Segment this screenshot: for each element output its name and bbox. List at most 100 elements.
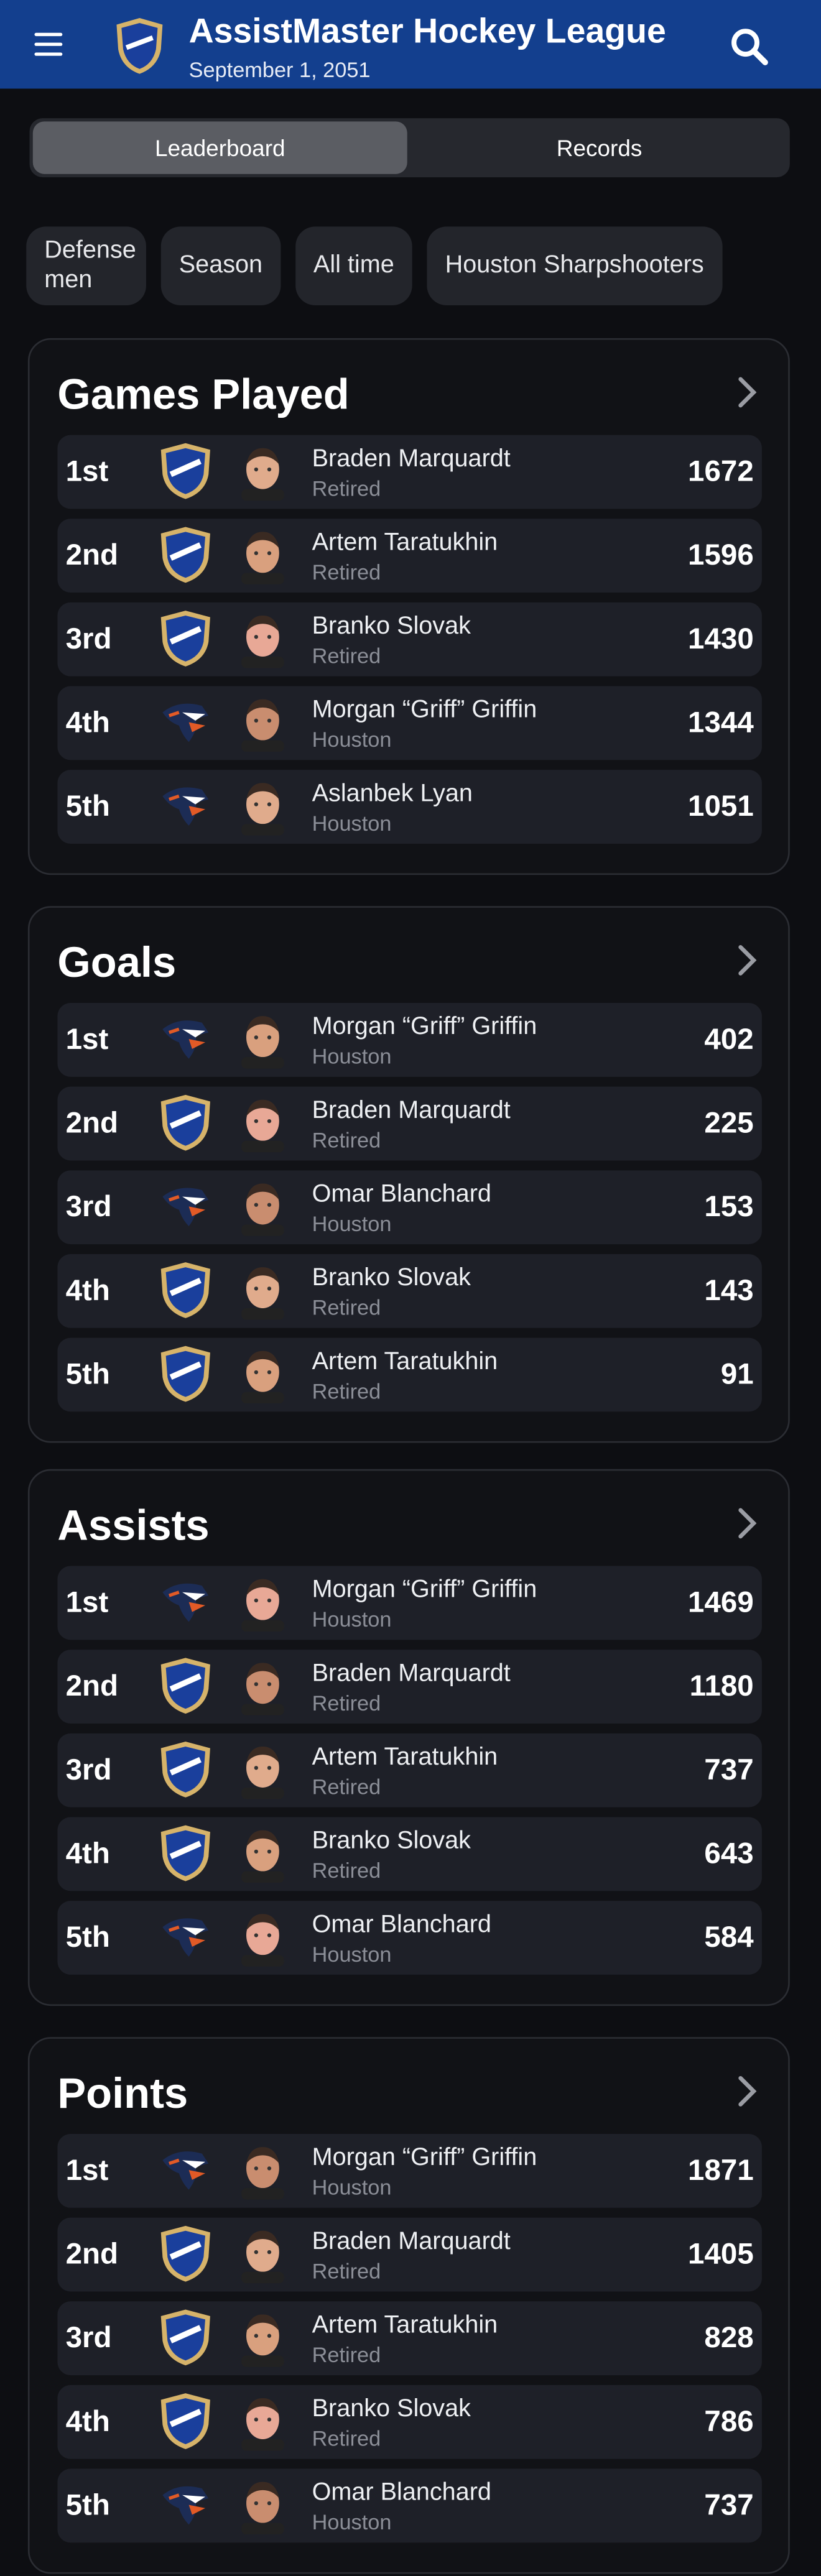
player-avatar — [236, 2227, 289, 2284]
player-team: Houston — [312, 727, 392, 752]
stat-value: 737 — [704, 2488, 754, 2522]
player-row[interactable]: 2nd Braden Marquardt Retired 225 — [57, 1086, 762, 1161]
team-logo — [156, 2475, 215, 2534]
player-name: Branko Slovak — [312, 1827, 471, 1855]
filter-chip[interactable]: All time — [295, 226, 412, 306]
player-row[interactable]: 5th Aslanbek Lyan Houston 1051 — [57, 770, 762, 844]
player-avatar — [236, 2144, 289, 2200]
player-name: Morgan “Griff” Griffin — [312, 1576, 537, 1604]
player-row[interactable]: 4th Branko Slovak Retired 786 — [57, 2384, 762, 2459]
player-row[interactable]: 1st Braden Marquardt Retired 1672 — [57, 435, 762, 509]
filter-bar: Defense men Season All time Houston Sharpsh… — [26, 226, 722, 306]
player-avatar — [236, 445, 289, 501]
chevron-button[interactable] — [736, 944, 759, 977]
player-team: Retired — [312, 2258, 381, 2284]
player-row[interactable]: 2nd Braden Marquardt Retired 1180 — [57, 1650, 762, 1724]
rank: 3rd — [65, 2320, 112, 2354]
player-row[interactable]: 3rd Artem Taratukhin Retired 828 — [57, 2301, 762, 2376]
app-date: September 1, 2051 — [188, 57, 371, 82]
player-name: Morgan “Griff” Griffin — [312, 696, 537, 724]
stat-value: 225 — [704, 1106, 754, 1140]
player-team: Houston — [312, 1942, 392, 1967]
stat-value: 1180 — [689, 1669, 754, 1702]
team-logo — [156, 1740, 215, 1799]
player-avatar — [236, 1576, 289, 1632]
chevron-button[interactable] — [736, 2075, 759, 2108]
team-logo — [156, 1908, 215, 1967]
team-logo — [156, 609, 215, 668]
player-avatar — [236, 1347, 289, 1404]
stat-value: 402 — [704, 1022, 754, 1056]
stat-value: 153 — [704, 1190, 754, 1223]
card-title: Games Played — [57, 369, 350, 419]
player-row[interactable]: 3rd Artem Taratukhin Retired 737 — [57, 1733, 762, 1807]
menu-button[interactable] — [33, 31, 66, 57]
filter-chip[interactable]: Defense men — [26, 226, 146, 306]
player-row[interactable]: 3rd Branko Slovak Retired 1430 — [57, 602, 762, 676]
player-avatar — [236, 1660, 289, 1715]
team-logo — [156, 1010, 215, 1069]
player-name: Morgan “Griff” Griffin — [312, 1012, 537, 1041]
stat-value: 1051 — [688, 789, 754, 823]
player-name: Omar Blanchard — [312, 1910, 491, 1939]
player-name: Branko Slovak — [312, 2394, 471, 2423]
player-row[interactable]: 4th Branko Slovak Retired 643 — [57, 1817, 762, 1891]
tab[interactable]: Records — [556, 134, 642, 161]
chevron-button[interactable] — [736, 1507, 759, 1540]
league-logo — [116, 18, 163, 74]
player-name: Omar Blanchard — [312, 1180, 491, 1209]
player-row[interactable]: 2nd Artem Taratukhin Retired 1596 — [57, 519, 762, 593]
rank: 1st — [65, 1586, 109, 1619]
player-avatar — [236, 2395, 289, 2451]
player-name: Branko Slovak — [312, 612, 471, 640]
rank: 2nd — [65, 538, 119, 571]
filter-chip[interactable]: Season — [160, 226, 281, 306]
player-row[interactable]: 3rd Omar Blanchard Houston 153 — [57, 1170, 762, 1245]
player-name: Braden Marquardt — [312, 445, 511, 473]
rank: 2nd — [65, 2237, 119, 2271]
player-team: Houston — [312, 2509, 392, 2535]
stat-value: 1430 — [688, 622, 754, 655]
team-logo — [156, 2308, 215, 2367]
player-name: Braden Marquardt — [312, 2227, 511, 2256]
player-avatar — [236, 696, 289, 752]
team-logo — [156, 1344, 215, 1403]
player-team: Retired — [312, 1378, 381, 1404]
tab[interactable]: Leaderboard — [32, 121, 407, 174]
stat-value: 1469 — [688, 1586, 754, 1619]
player-row[interactable]: 1st Morgan “Griff” Griffin Houston 1871 — [57, 2134, 762, 2208]
player-row[interactable]: 1st Morgan “Griff” Griffin Houston 1469 — [57, 1566, 762, 1640]
player-team: Retired — [312, 476, 381, 501]
team-logo — [156, 1177, 215, 1236]
rank: 1st — [65, 455, 109, 488]
rank: 5th — [65, 2488, 110, 2522]
card-title: Assists — [57, 1500, 210, 1550]
player-name: Branko Slovak — [312, 1263, 471, 1292]
player-team: Retired — [312, 1691, 381, 1715]
player-team: Retired — [312, 2342, 381, 2367]
filter-chip[interactable]: Houston Sharpshooters — [427, 226, 722, 306]
stat-value: 828 — [704, 2320, 754, 2354]
chevron-button[interactable] — [736, 376, 759, 409]
player-row[interactable]: 5th Artem Taratukhin Retired 91 — [57, 1337, 762, 1412]
player-row[interactable]: 2nd Braden Marquardt Retired 1405 — [57, 2217, 762, 2292]
stat-value: 1871 — [688, 2153, 754, 2187]
player-avatar — [236, 1911, 289, 1967]
player-row[interactable]: 4th Morgan “Griff” Griffin Houston 1344 — [57, 686, 762, 760]
rank: 2nd — [65, 1669, 119, 1702]
stat-value: 1344 — [688, 706, 754, 739]
player-row[interactable]: 1st Morgan “Griff” Griffin Houston 402 — [57, 1003, 762, 1077]
player-row[interactable]: 4th Branko Slovak Retired 143 — [57, 1253, 762, 1328]
player-row[interactable]: 5th Omar Blanchard Houston 584 — [57, 1901, 762, 1975]
player-row[interactable]: 5th Omar Blanchard Houston 737 — [57, 2468, 762, 2543]
player-name: Artem Taratukhin — [312, 1347, 498, 1376]
stat-value: 786 — [704, 2404, 754, 2438]
team-logo — [156, 525, 215, 584]
player-team: Retired — [312, 2426, 381, 2451]
search-button[interactable] — [729, 26, 772, 69]
card-title: Goals — [57, 937, 177, 987]
player-avatar — [236, 1013, 289, 1069]
team-logo — [156, 1093, 215, 1152]
